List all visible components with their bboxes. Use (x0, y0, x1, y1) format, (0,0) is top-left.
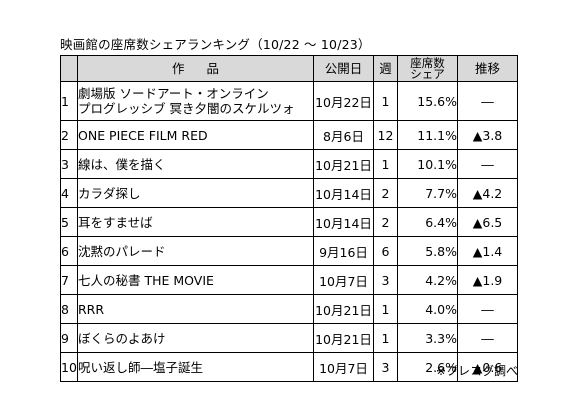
weeks-cell: 1 (373, 294, 398, 324)
rank-cell: 10 (60, 352, 78, 382)
title-column-header: 作品 (77, 55, 314, 82)
title-line: 呪い返し師―塩子誕生 (78, 359, 204, 375)
title-line: 七人の秘書 THE MOVIE (78, 272, 214, 288)
weeks-column-header: 週 (373, 55, 398, 82)
weeks-cell: 2 (373, 178, 398, 208)
release-date-cell: 10月14日 (313, 178, 374, 208)
title-line: ONE PIECE FILM RED (78, 127, 208, 143)
weeks-cell: 1 (373, 323, 398, 353)
table-header-row: 作品 公開日 週 座席数 シェア 推移 (60, 55, 518, 82)
release-column-header: 公開日 (313, 55, 374, 82)
release-date-cell: 9月16日 (313, 236, 374, 266)
title-line: 線は、僕を描く (78, 156, 166, 172)
trend-cell: ― (457, 149, 518, 179)
title-cell: 沈黙のパレード (77, 236, 314, 266)
page-title: 映画館の座席数シェアランキング（10/22 〜 10/23） (60, 37, 371, 52)
weeks-cell: 1 (373, 81, 398, 121)
title-line: 耳をすませば (78, 214, 153, 230)
release-date-cell: 10月7日 (313, 352, 374, 382)
rank-cell: 3 (60, 149, 78, 179)
release-date-cell: 10月7日 (313, 265, 374, 295)
rank-cell: 6 (60, 236, 78, 266)
trend-cell: ― (457, 81, 518, 121)
share-cell: 15.6% (397, 81, 458, 121)
title-cell: RRR (77, 294, 314, 324)
share-cell: 6.4% (397, 207, 458, 237)
trend-cell: ▲3.8 (457, 120, 518, 150)
table-row: 1 劇場版 ソードアート・オンライン プログレッシブ 冥き夕闇のスケルツォ 10月22… (60, 81, 518, 121)
table-row: 10 呪い返し師―塩子誕生 10月7日 3 2.6% ▲0.6 (60, 352, 518, 382)
trend-cell: ― (457, 294, 518, 324)
table-row: 9 ぼくらのよあけ 10月21日 1 3.3% ― (60, 323, 518, 353)
share-cell: 7.7% (397, 178, 458, 208)
weeks-cell: 12 (373, 120, 398, 150)
rank-cell: 9 (60, 323, 78, 353)
title-cell: 線は、僕を描く (77, 149, 314, 179)
share-cell: 10.1% (397, 149, 458, 179)
trend-cell: ▲0.6 (457, 352, 518, 382)
share-column-header: 座席数 シェア (397, 55, 458, 82)
trend-cell: ▲4.2 (457, 178, 518, 208)
trend-cell: ▲1.9 (457, 265, 518, 295)
title-cell: 呪い返し師―塩子誕生 (77, 352, 314, 382)
title-cell: 耳をすませば (77, 207, 314, 237)
title-line: ぼくらのよあけ (78, 330, 166, 346)
share-cell: 4.2% (397, 265, 458, 295)
table-row: 8 RRR 10月21日 1 4.0% ― (60, 294, 518, 324)
weeks-cell: 3 (373, 265, 398, 295)
table-row: 6 沈黙のパレード 9月16日 6 5.8% ▲1.4 (60, 236, 518, 266)
release-date-cell: 10月21日 (313, 323, 374, 353)
source-note: ※プレコグ調べ (435, 364, 518, 378)
title-cell: ONE PIECE FILM RED (77, 120, 314, 150)
table-row: 7 七人の秘書 THE MOVIE 10月7日 3 4.2% ▲1.9 (60, 265, 518, 295)
share-cell: 11.1% (397, 120, 458, 150)
release-date-cell: 10月22日 (313, 81, 374, 121)
release-date-cell: 10月21日 (313, 294, 374, 324)
trend-cell: ― (457, 323, 518, 353)
title-line: カラダ探し (78, 185, 141, 201)
title-line: RRR (78, 301, 105, 317)
ranking-table: 作品 公開日 週 座席数 シェア 推移 1 劇場版 ソードアート・オンライン プログレ… (60, 55, 518, 382)
weeks-cell: 2 (373, 207, 398, 237)
title-cell: ぼくらのよあけ (77, 323, 314, 353)
trend-column-header: 推移 (457, 55, 518, 82)
table-row: 4 カラダ探し 10月14日 2 7.7% ▲4.2 (60, 178, 518, 208)
release-date-cell: 10月14日 (313, 207, 374, 237)
trend-cell: ▲1.4 (457, 236, 518, 266)
release-date-cell: 8月6日 (313, 120, 374, 150)
title-cell: カラダ探し (77, 178, 314, 208)
title-line: プログレッシブ 冥き夕闇のスケルツォ (78, 101, 295, 116)
title-line: 沈黙のパレード (78, 243, 166, 259)
share-cell: 5.8% (397, 236, 458, 266)
table-row: 5 耳をすませば 10月14日 2 6.4% ▲6.5 (60, 207, 518, 237)
rank-cell: 5 (60, 207, 78, 237)
rank-cell: 8 (60, 294, 78, 324)
share-cell: 3.3% (397, 323, 458, 353)
table-row: 3 線は、僕を描く 10月21日 1 10.1% ― (60, 149, 518, 179)
title-cell: 劇場版 ソードアート・オンライン プログレッシブ 冥き夕闇のスケルツォ (77, 81, 314, 121)
rank-cell: 7 (60, 265, 78, 295)
rank-cell: 2 (60, 120, 78, 150)
release-date-cell: 10月21日 (313, 149, 374, 179)
weeks-cell: 1 (373, 149, 398, 179)
rank-column-header (60, 55, 78, 82)
weeks-cell: 6 (373, 236, 398, 266)
rank-cell: 4 (60, 178, 78, 208)
title-cell: 七人の秘書 THE MOVIE (77, 265, 314, 295)
title-line: 劇場版 ソードアート・オンライン (78, 86, 269, 101)
table-row: 2 ONE PIECE FILM RED 8月6日 12 11.1% ▲3.8 (60, 120, 518, 150)
share-cell: 4.0% (397, 294, 458, 324)
weeks-cell: 3 (373, 352, 398, 382)
rank-cell: 1 (60, 81, 78, 121)
trend-cell: ▲6.5 (457, 207, 518, 237)
